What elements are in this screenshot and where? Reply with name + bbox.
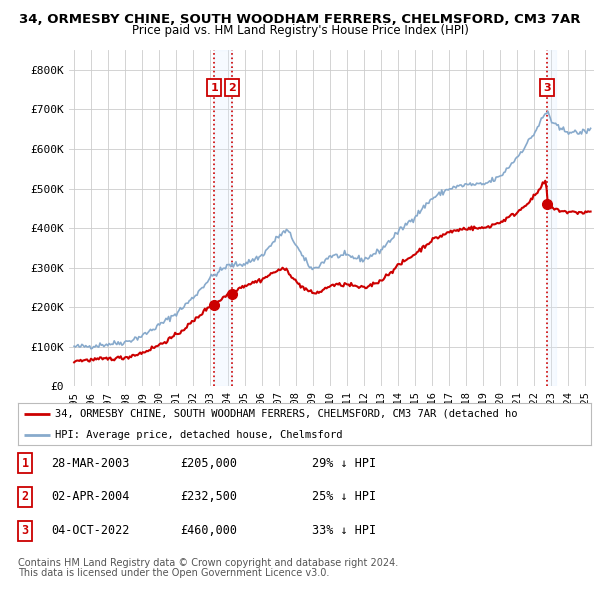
Text: 3: 3 (544, 83, 551, 93)
Text: 04-OCT-2022: 04-OCT-2022 (51, 525, 130, 537)
Text: 02-APR-2004: 02-APR-2004 (51, 490, 130, 503)
Text: £460,000: £460,000 (180, 525, 237, 537)
Text: 34, ORMESBY CHINE, SOUTH WOODHAM FERRERS, CHELMSFORD, CM3 7AR: 34, ORMESBY CHINE, SOUTH WOODHAM FERRERS… (19, 13, 581, 26)
Text: HPI: Average price, detached house, Chelmsford: HPI: Average price, detached house, Chel… (55, 430, 343, 440)
Text: This data is licensed under the Open Government Licence v3.0.: This data is licensed under the Open Gov… (18, 568, 329, 578)
Text: 28-MAR-2003: 28-MAR-2003 (51, 457, 130, 470)
Text: Contains HM Land Registry data © Crown copyright and database right 2024.: Contains HM Land Registry data © Crown c… (18, 558, 398, 568)
Text: 1: 1 (22, 457, 29, 470)
Bar (214, 50, 232, 386)
Bar (547, 50, 556, 386)
Text: Price paid vs. HM Land Registry's House Price Index (HPI): Price paid vs. HM Land Registry's House … (131, 24, 469, 37)
Text: 3: 3 (22, 525, 29, 537)
Text: £232,500: £232,500 (180, 490, 237, 503)
Text: 34, ORMESBY CHINE, SOUTH WOODHAM FERRERS, CHELMSFORD, CM3 7AR (detached ho: 34, ORMESBY CHINE, SOUTH WOODHAM FERRERS… (55, 409, 518, 418)
Text: 1: 1 (211, 83, 218, 93)
Text: £205,000: £205,000 (180, 457, 237, 470)
Text: 33% ↓ HPI: 33% ↓ HPI (312, 525, 376, 537)
Text: 2: 2 (228, 83, 236, 93)
Text: 29% ↓ HPI: 29% ↓ HPI (312, 457, 376, 470)
Text: 25% ↓ HPI: 25% ↓ HPI (312, 490, 376, 503)
Text: 2: 2 (22, 490, 29, 503)
